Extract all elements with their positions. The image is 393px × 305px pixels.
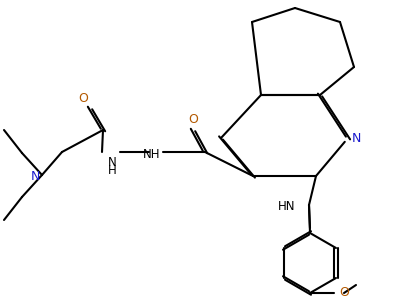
Text: H: H	[108, 163, 117, 177]
Text: N: N	[31, 170, 40, 184]
Text: HN: HN	[277, 200, 295, 214]
Text: O: O	[339, 286, 349, 300]
Text: O: O	[78, 92, 88, 105]
Text: O: O	[188, 113, 198, 126]
Text: N: N	[108, 156, 117, 168]
Text: N: N	[352, 132, 362, 145]
Text: NH: NH	[143, 148, 160, 160]
